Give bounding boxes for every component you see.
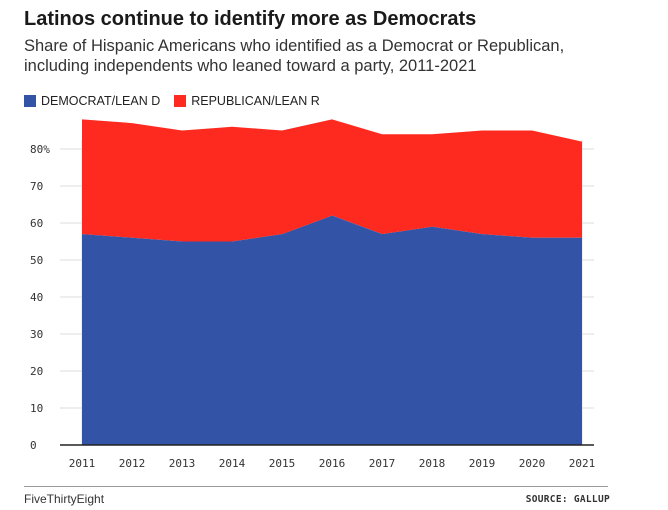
series-area-republican	[82, 119, 582, 242]
footer-divider	[24, 486, 608, 487]
x-tick-label: 2012	[119, 457, 146, 470]
y-tick-label: 50	[30, 254, 43, 267]
legend-label-democrat: DEMOCRAT/LEAN D	[41, 94, 161, 108]
x-tick-label: 2016	[319, 457, 346, 470]
legend-label-republican: REPUBLICAN/LEAN R	[191, 94, 320, 108]
x-tick-label: 2019	[469, 457, 496, 470]
chart-subtitle: Share of Hispanic Americans who identifi…	[24, 37, 565, 75]
y-tick-label: 30	[30, 328, 43, 341]
y-tick-label: 40	[30, 291, 43, 304]
chart-title: Latinos continue to identify more as Dem…	[24, 8, 477, 30]
brand-name: FiveThirtyEight	[24, 492, 105, 506]
x-tick-label: 2011	[69, 457, 96, 470]
legend-item-republican: REPUBLICAN/LEAN R	[174, 94, 320, 108]
source-note: SOURCE: GALLUP	[525, 494, 610, 505]
series-area-democrat	[82, 215, 582, 445]
x-tick-label: 2020	[519, 457, 546, 470]
y-tick-label: 20	[30, 365, 43, 378]
x-tick-label: 2015	[269, 457, 296, 470]
y-tick-label: 0	[30, 439, 37, 452]
legend-swatch-democrat	[24, 95, 36, 107]
y-tick-label: 70	[30, 180, 43, 193]
x-tick-label: 2014	[219, 457, 246, 470]
legend: DEMOCRAT/LEAN D REPUBLICAN/LEAN R	[24, 94, 320, 108]
x-tick-label: 2017	[369, 457, 396, 470]
legend-item-democrat: DEMOCRAT/LEAN D	[24, 94, 160, 108]
x-tick-label: 2021	[569, 457, 596, 470]
legend-swatch-republican	[174, 95, 187, 107]
x-tick-label: 2013	[169, 457, 196, 470]
x-tick-label: 2018	[419, 457, 446, 470]
y-tick-label: 10	[30, 402, 43, 415]
y-tick-label: 60	[30, 217, 43, 230]
y-tick-label: 80%	[30, 143, 50, 156]
